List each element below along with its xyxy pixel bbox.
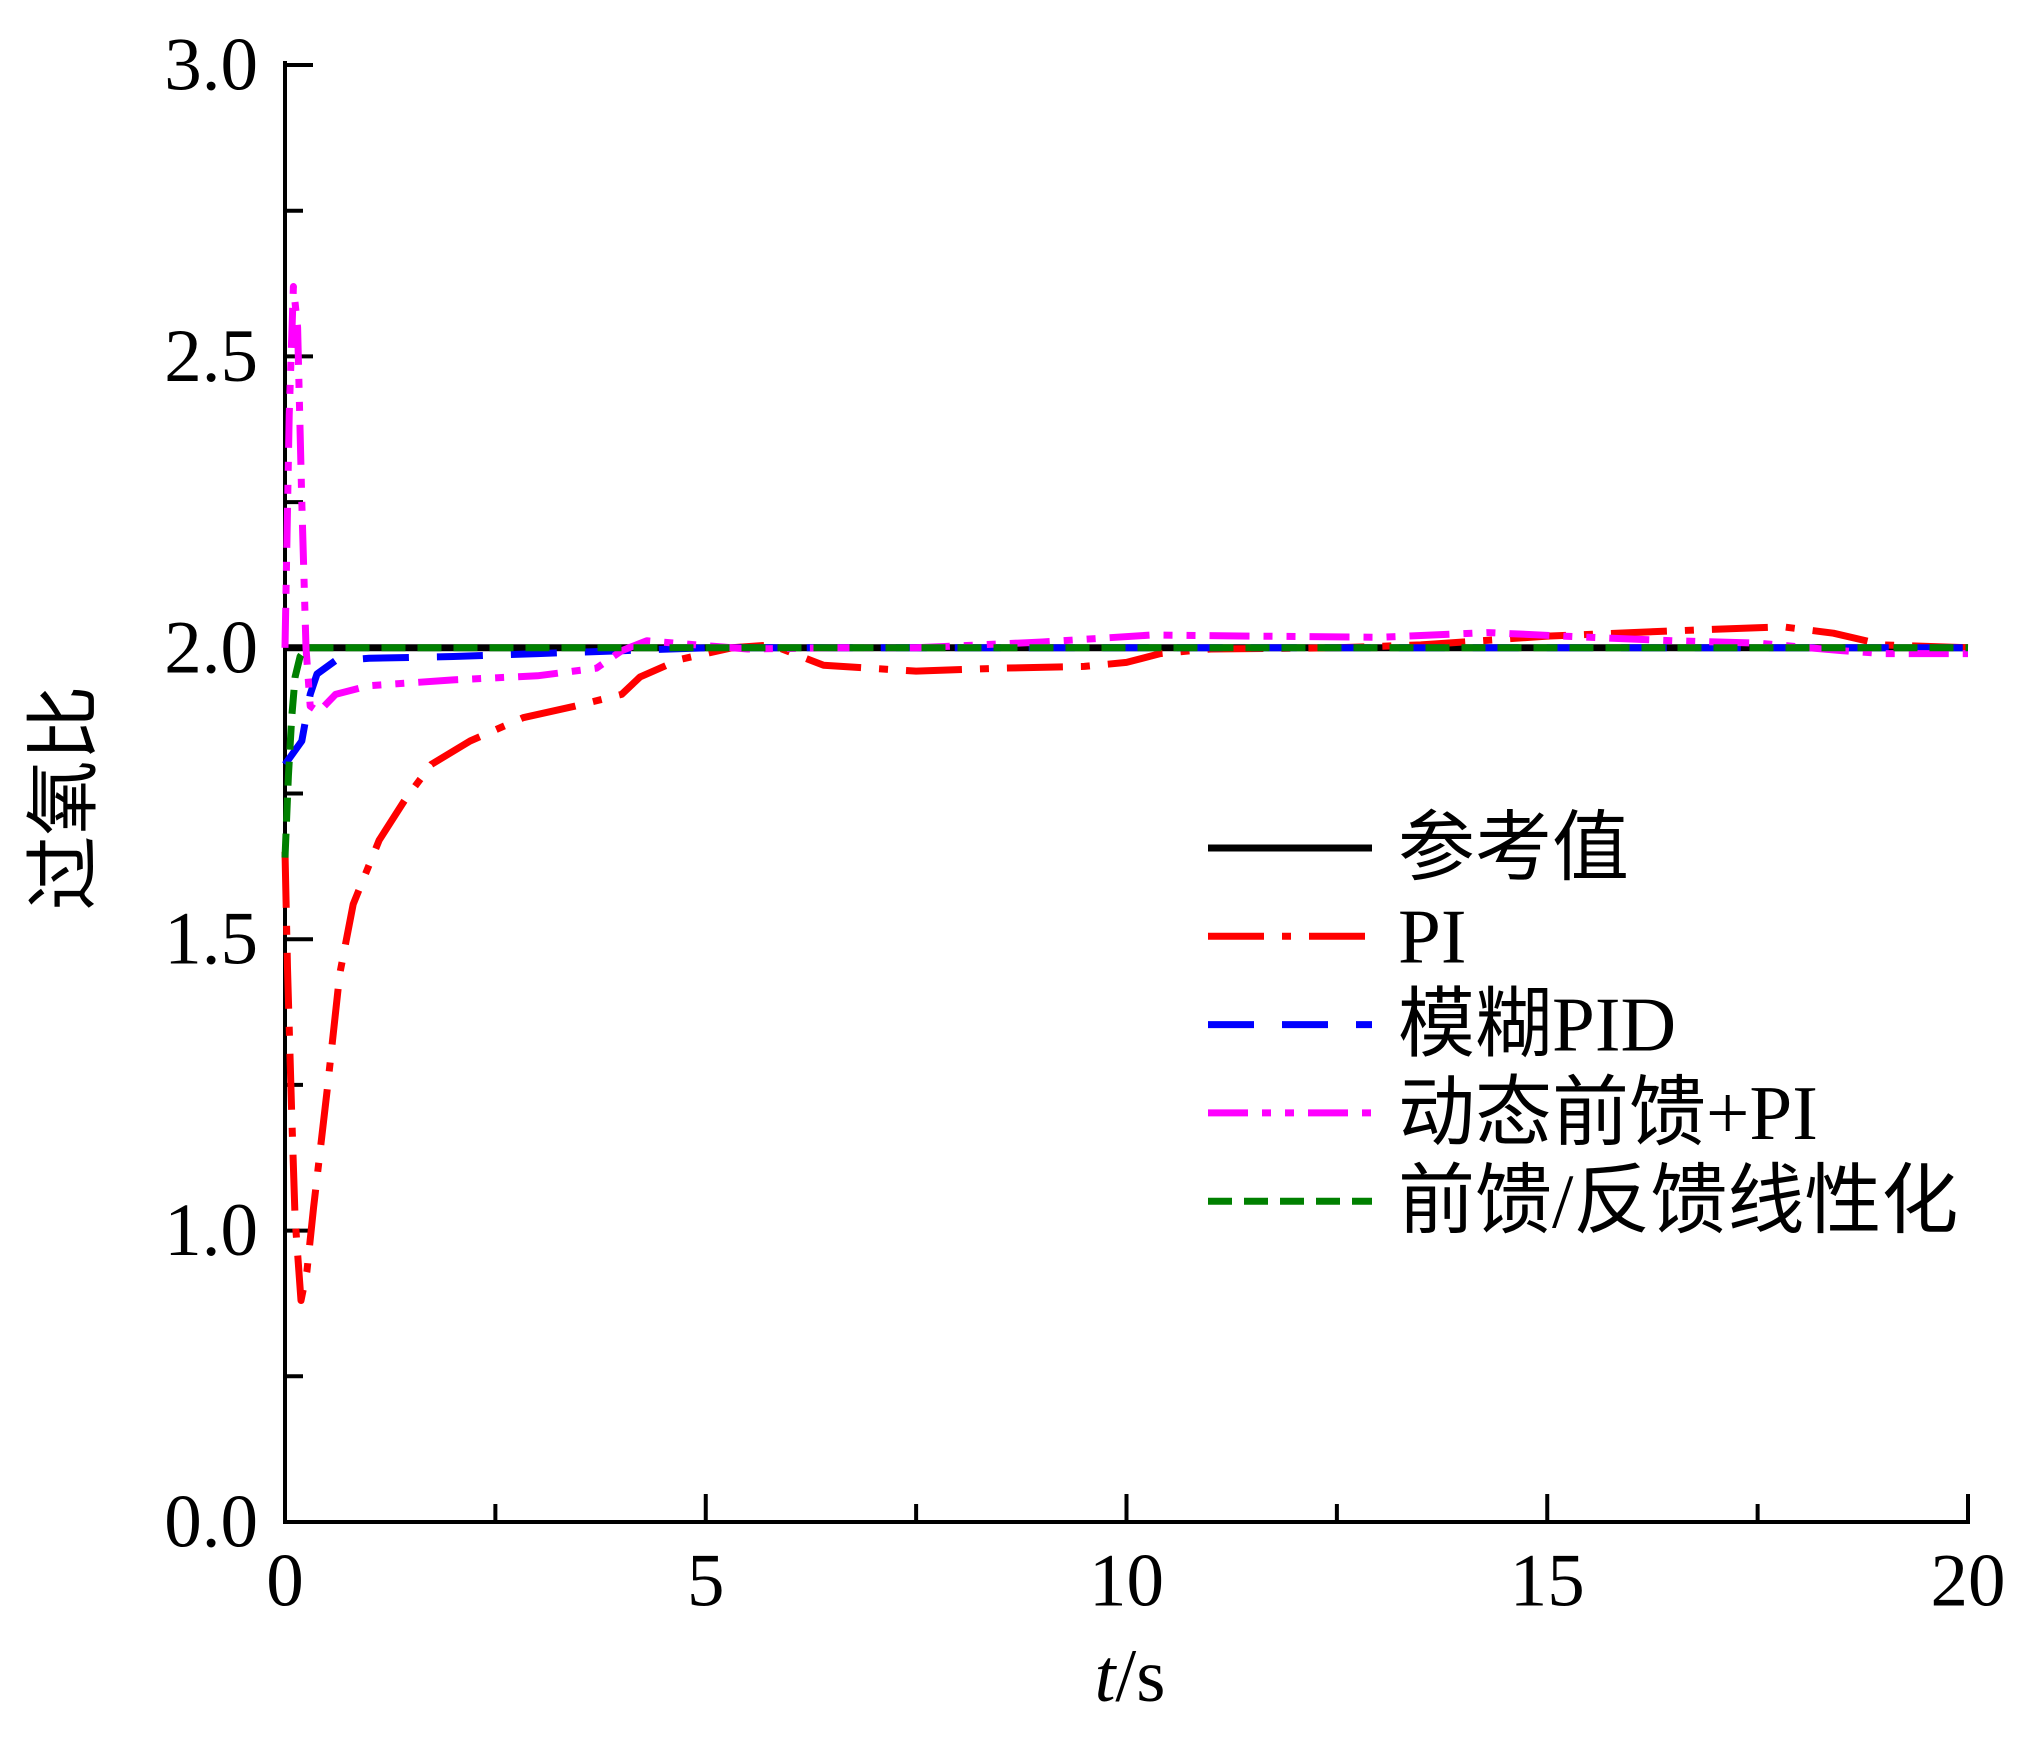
y-tick-label: 2.5: [164, 315, 258, 398]
series-line-pi: [281, 283, 1968, 716]
y-tick-label: 2.0: [164, 606, 258, 689]
legend-item: 前馈/反馈线性化: [1208, 1158, 1958, 1244]
x-tick-label: 0: [266, 1540, 304, 1623]
series-line-pid: [282, 644, 1968, 767]
y-tick-label: 3.0: [164, 24, 258, 107]
legend-label: 模糊PID: [1398, 982, 1676, 1068]
series-layer: [281, 283, 1969, 1304]
series-line-series-4: [281, 644, 1968, 858]
x-tick-label: 20: [1931, 1540, 2006, 1623]
legend-label: 前馈/反馈线性化: [1398, 1158, 1958, 1244]
y-tick-label: 0.0: [164, 1481, 258, 1564]
legend-item: 参考值: [1208, 805, 1629, 891]
legend-item: 动态前馈+PI: [1208, 1070, 1818, 1156]
y-tick-label: 1.0: [164, 1189, 258, 1272]
y-axis-label: 过氧比: [24, 685, 107, 910]
x-tick-label: 5: [687, 1540, 725, 1623]
legend-label: PI: [1398, 893, 1466, 979]
y-tick-label: 1.5: [164, 898, 258, 981]
x-axis-label-unit: /s: [1115, 1635, 1165, 1718]
legend-label: 动态前馈+PI: [1398, 1070, 1818, 1156]
axes: 3.0 2.5 2.0 1.5 1.0 0.00 5 10 15 20: [164, 24, 2005, 1623]
x-axis-label-variable: t: [1095, 1635, 1118, 1718]
legend-item: PI: [1208, 893, 1466, 979]
legend-item: 模糊PID: [1208, 982, 1676, 1068]
x-axis-label: t/s: [1095, 1635, 1166, 1718]
x-tick-label: 10: [1089, 1540, 1164, 1623]
legend-label: 参考值: [1398, 805, 1629, 891]
x-tick-label: 15: [1510, 1540, 1585, 1623]
